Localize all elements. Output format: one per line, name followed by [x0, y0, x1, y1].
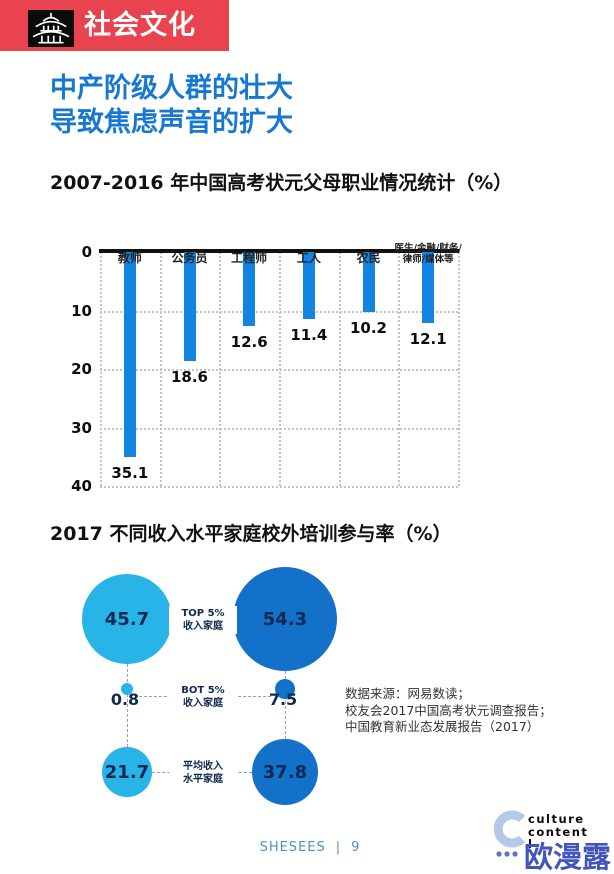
bar-chart-title: 2007-2016 年中国高考状元父母职业情况统计（%） — [50, 172, 513, 194]
gridline-h — [100, 486, 458, 488]
gridline-v — [458, 252, 460, 486]
bar — [183, 252, 196, 361]
gridline-h — [100, 427, 458, 430]
logo-text-line: content — [528, 824, 589, 839]
bar — [422, 252, 435, 323]
c-logo-icon — [493, 810, 526, 857]
section-banner: 社会文化 — [0, 0, 229, 51]
category-label: 教师 — [117, 251, 142, 266]
page-footer: SHESEES | 9 — [210, 840, 410, 855]
y-tick-label: 30 — [71, 418, 92, 437]
page-title: 中产阶级人群的壮大 导致焦虑声音的扩大 — [50, 72, 293, 140]
category-label: 公务员 — [171, 251, 208, 266]
bubble-value: 54.3 — [262, 608, 308, 630]
culture-content-logo: culture content l — [493, 810, 614, 870]
bar-value-label: 35.1 — [111, 464, 149, 483]
bar — [123, 252, 136, 458]
logo-text: culture content l — [528, 813, 588, 851]
bubble-value: 7.5 — [268, 690, 298, 709]
bubble-row-label: TOP 5% 收入家庭 — [169, 606, 237, 634]
bubble-value: 45.7 — [104, 608, 150, 630]
bar-value-label: 10.2 — [349, 318, 387, 337]
gridline-h — [100, 369, 458, 371]
gridline-h — [100, 310, 458, 313]
connector-vertical — [127, 664, 128, 747]
bar-chart: 0 10 20 30 40 35.1 18.6 12.6 11.4 10.2 12.1 教师 公务员 工… — [60, 214, 480, 504]
bar — [302, 252, 315, 319]
pagoda-icon — [28, 10, 74, 47]
watermark: 欧漫露 — [524, 840, 612, 874]
data-source-line: 校友会2017中国高考状元调查报告； — [345, 702, 552, 718]
bar — [243, 252, 256, 326]
y-tick-label: 10 — [71, 301, 92, 320]
bar-value-label: 12.1 — [409, 329, 447, 348]
bubble-value: 21.7 — [104, 761, 150, 783]
bubble: 21.7 — [102, 747, 152, 797]
bubble: 54.3 — [233, 567, 337, 671]
bubble-chart-title: 2017 不同收入水平家庭校外培训参与率（%） — [50, 523, 452, 545]
bar-value-label: 11.4 — [290, 325, 328, 344]
data-source-note: 数据来源：网易数读； 校友会2017中国高考状元调查报告； 中国教育新业态发展报… — [345, 686, 552, 736]
y-tick-label: 0 — [81, 243, 92, 261]
bubble — [121, 683, 133, 695]
data-source-line: 中国教育新业态发展报告（2017） — [345, 719, 540, 734]
page-title-line2: 导致焦虑声音的扩大 — [50, 107, 293, 138]
bubble — [275, 679, 295, 699]
bar-value-label: 18.6 — [170, 367, 208, 386]
category-label: 工程师 — [231, 251, 268, 266]
brand-name: SHESEES — [259, 840, 326, 855]
bar — [362, 252, 375, 312]
category-label: 医生/金融/财务/ 律师/媒体等 — [394, 243, 462, 266]
logo-text-line: l — [528, 837, 534, 851]
zero-axis-line — [99, 249, 459, 253]
bubble-value: 0.8 — [110, 690, 140, 709]
y-tick-label: 40 — [71, 477, 92, 495]
category-label: 农民 — [356, 251, 381, 266]
bubble-chart: 45.7 54.3 TOP 5% 收入家庭 0.8 7.5 BOT 5% 收入家庭 21.7… — [60, 556, 380, 826]
bubble-row-label: BOT 5% 收入家庭 — [169, 683, 237, 711]
connector-vertical — [285, 671, 286, 739]
page-title-line1: 中产阶级人群的壮大 — [50, 73, 293, 104]
category-label: 工人 — [296, 251, 321, 266]
bubble-row-label: 平均收入 水平家庭 — [169, 759, 237, 787]
footer-separator: | — [335, 840, 342, 855]
bar-chart-plot: 0 10 20 30 40 35.1 18.6 12.6 11.4 10.2 12.1 — [71, 243, 460, 495]
bubble-value: 37.8 — [262, 761, 308, 783]
logo-text-line: culture — [528, 812, 585, 826]
section-banner-label: 社会文化 — [84, 10, 196, 41]
bubble: 37.8 — [252, 739, 318, 805]
bubble: 45.7 — [82, 574, 172, 664]
bar-value-label: 12.6 — [230, 332, 268, 351]
page-number: 9 — [351, 840, 361, 855]
y-tick-label: 20 — [71, 360, 92, 378]
data-source-line: 数据来源：网易数读； — [345, 686, 471, 701]
